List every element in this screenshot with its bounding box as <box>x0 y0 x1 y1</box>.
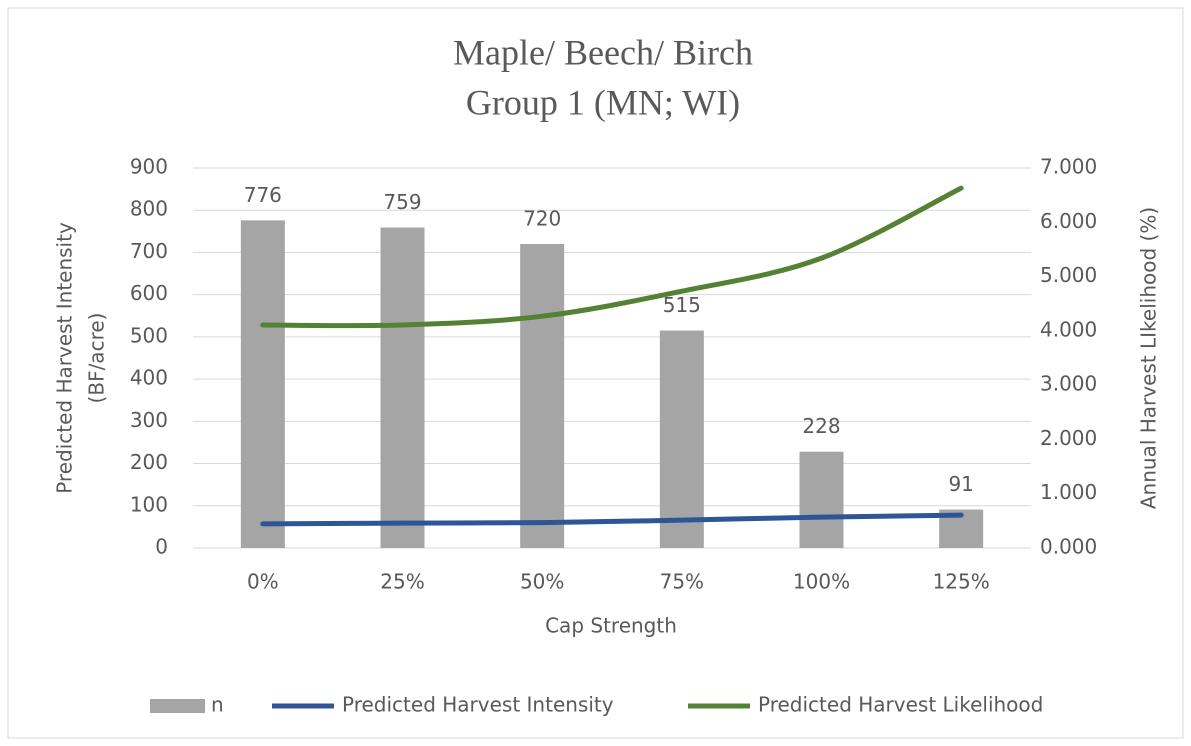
y-tick-label: 900 <box>130 155 168 179</box>
chart-frame <box>7 7 1184 739</box>
y2-tick-label: 6.000 <box>1040 209 1097 233</box>
y-tick-label: 400 <box>130 366 168 390</box>
y-tick-label: 600 <box>130 281 168 305</box>
x-axis-label: Cap Strength <box>545 614 677 638</box>
x-tick-label: 100% <box>793 570 850 594</box>
legend-label: Predicted Harvest Likelihood <box>758 693 1043 717</box>
data-label: 515 <box>663 293 701 317</box>
y2-tick-label: 7.000 <box>1040 155 1097 179</box>
y2-tick-label: 2.000 <box>1040 426 1097 450</box>
legend-swatch <box>150 699 205 713</box>
x-tick-label: 0% <box>247 570 279 594</box>
y2-tick-label: 1.000 <box>1040 480 1097 504</box>
legend-label: Predicted Harvest Intensity <box>342 693 614 717</box>
y-tick-label: 0 <box>155 535 168 559</box>
data-label: 228 <box>802 414 840 438</box>
y2-tick-label: 5.000 <box>1040 263 1097 287</box>
y-axis-label: (BF/acre) <box>85 313 109 404</box>
data-label: 759 <box>383 190 421 214</box>
y2-tick-label: 0.000 <box>1040 535 1097 559</box>
y-tick-label: 200 <box>130 450 168 474</box>
bar <box>240 220 285 548</box>
x-tick-label: 50% <box>520 570 564 594</box>
x-tick-label: 75% <box>660 570 704 594</box>
chart-title: Maple/ Beech/ Birch <box>453 32 753 72</box>
y2-tick-label: 4.000 <box>1040 317 1097 341</box>
x-tick-label: 25% <box>380 570 424 594</box>
y2-tick-label: 3.000 <box>1040 372 1097 396</box>
line <box>260 512 964 527</box>
y-axis-label: Predicted Harvest Intensity <box>53 222 77 494</box>
data-label: 91 <box>948 472 973 496</box>
line <box>260 185 964 329</box>
y-tick-label: 300 <box>130 408 168 432</box>
x-tick-label: 125% <box>933 570 990 594</box>
y-tick-label: 100 <box>130 492 168 516</box>
data-label: 720 <box>523 207 561 231</box>
bar <box>799 451 844 548</box>
data-label: 776 <box>244 183 282 207</box>
y2-axis-label: Annual Harvest LIkelihood (%) <box>1137 207 1161 509</box>
chart-subtitle: Group 1 (MN; WI) <box>466 82 740 122</box>
y-tick-label: 800 <box>130 197 168 221</box>
legend-label: n <box>211 693 224 717</box>
y-tick-label: 700 <box>130 239 168 263</box>
y-tick-label: 500 <box>130 323 168 347</box>
bar <box>380 227 425 549</box>
bar <box>659 330 704 548</box>
bar <box>520 244 565 548</box>
